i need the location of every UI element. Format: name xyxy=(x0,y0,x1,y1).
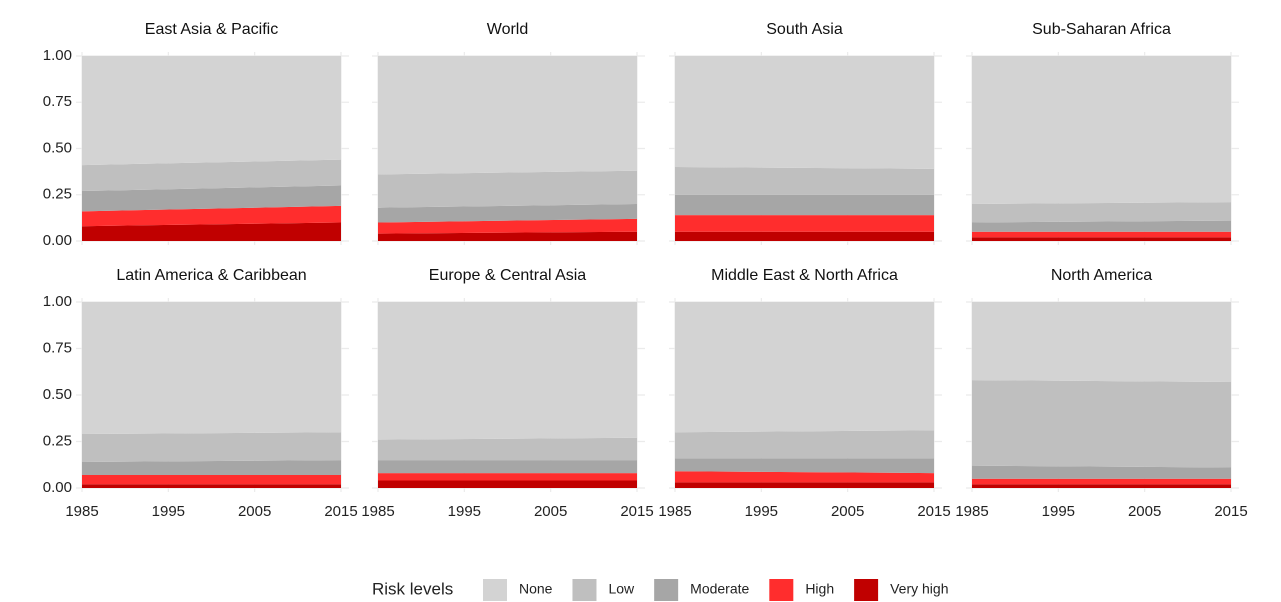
area xyxy=(378,473,637,481)
area xyxy=(972,56,1231,204)
x-tick-label: 1985 xyxy=(658,503,691,520)
area xyxy=(675,231,934,241)
area xyxy=(82,159,341,192)
y-tick-label: 1.00 xyxy=(43,293,72,310)
panel-title: South Asia xyxy=(766,21,843,38)
panel-title: Latin America & Caribbean xyxy=(116,267,306,284)
area xyxy=(378,231,637,241)
panel-title: North America xyxy=(1051,267,1152,284)
x-tick-label: 1995 xyxy=(152,503,185,520)
legend-swatch xyxy=(854,579,879,601)
area xyxy=(675,167,934,195)
legend-swatch xyxy=(654,579,679,601)
area xyxy=(675,215,934,232)
area xyxy=(82,222,341,241)
legend-swatch xyxy=(483,579,507,601)
x-tick-label: 1985 xyxy=(955,503,988,520)
x-tick-label: 1995 xyxy=(1042,503,1075,520)
area xyxy=(675,302,934,433)
x-tick-label: 1985 xyxy=(65,503,98,520)
legend-swatch xyxy=(572,579,597,601)
area xyxy=(378,170,637,208)
y-tick-label: 0.00 xyxy=(43,232,72,249)
area xyxy=(378,218,637,234)
panel-title: Middle East & North Africa xyxy=(711,267,898,284)
y-tick-label: 0.50 xyxy=(43,386,72,403)
x-tick-label: 2015 xyxy=(1214,503,1247,520)
legend-label: Very high xyxy=(890,581,948,597)
area xyxy=(82,474,341,485)
y-tick-label: 0.00 xyxy=(43,479,72,496)
x-tick-label: 2015 xyxy=(917,503,950,520)
area xyxy=(378,480,637,488)
area xyxy=(972,237,1231,241)
area xyxy=(378,437,637,461)
area xyxy=(675,482,934,488)
area xyxy=(675,56,934,169)
x-tick-label: 2005 xyxy=(1128,503,1161,520)
panel-title: Europe & Central Asia xyxy=(429,267,587,284)
panel-title: East Asia & Pacific xyxy=(145,21,278,38)
x-tick-label: 2005 xyxy=(534,503,567,520)
area xyxy=(82,302,341,435)
area xyxy=(972,478,1231,485)
area xyxy=(972,380,1231,468)
panel-title: World xyxy=(487,21,529,38)
area xyxy=(82,460,341,475)
area xyxy=(972,465,1231,479)
area xyxy=(972,220,1231,232)
area xyxy=(82,484,341,488)
legend-label: High xyxy=(805,581,834,597)
area xyxy=(82,56,341,166)
x-tick-label: 2015 xyxy=(324,503,357,520)
y-tick-label: 0.50 xyxy=(43,139,72,156)
x-tick-label: 2005 xyxy=(831,503,864,520)
x-tick-label: 1995 xyxy=(448,503,481,520)
area xyxy=(82,185,341,212)
x-tick-label: 1995 xyxy=(745,503,778,520)
y-tick-label: 0.25 xyxy=(43,186,72,203)
legend-label: Low xyxy=(608,581,635,597)
area xyxy=(972,484,1231,488)
legend-swatch xyxy=(769,579,794,601)
area xyxy=(378,302,637,440)
area xyxy=(675,430,934,459)
x-tick-label: 2005 xyxy=(238,503,271,520)
area xyxy=(378,204,637,223)
area xyxy=(378,460,637,474)
y-tick-label: 0.75 xyxy=(43,93,72,110)
area xyxy=(675,194,934,216)
area xyxy=(82,432,341,462)
area xyxy=(82,205,341,227)
legend-label: None xyxy=(519,581,553,597)
x-tick-label: 2015 xyxy=(620,503,653,520)
panel-title: Sub-Saharan Africa xyxy=(1032,21,1171,38)
area xyxy=(972,231,1231,238)
x-tick-label: 1985 xyxy=(361,503,394,520)
legend-label: Moderate xyxy=(690,581,749,597)
area xyxy=(972,202,1231,223)
area xyxy=(378,56,637,175)
y-tick-label: 0.25 xyxy=(43,432,72,449)
y-tick-label: 0.75 xyxy=(43,339,72,356)
area xyxy=(675,471,934,483)
y-tick-label: 1.00 xyxy=(43,47,72,64)
area xyxy=(675,458,934,474)
legend-title: Risk levels xyxy=(372,579,453,598)
area xyxy=(972,302,1231,382)
